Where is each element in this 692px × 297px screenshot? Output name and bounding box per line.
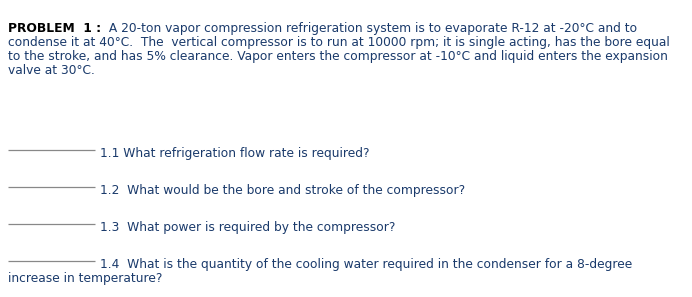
Text: to the stroke, and has 5% clearance. Vapor enters the compressor at -10°C and li: to the stroke, and has 5% clearance. Vap…: [8, 50, 668, 63]
Text: valve at 30°C.: valve at 30°C.: [8, 64, 95, 77]
Text: 1.2  What would be the bore and stroke of the compressor?: 1.2 What would be the bore and stroke of…: [100, 184, 465, 197]
Text: condense it at 40°C.  The  vertical compressor is to run at 10000 rpm; it is sin: condense it at 40°C. The vertical compre…: [8, 36, 670, 49]
Text: A 20-ton vapor compression refrigeration system is to evaporate R-12 at -20°C an: A 20-ton vapor compression refrigeration…: [105, 22, 637, 35]
Text: 1.3  What power is required by the compressor?: 1.3 What power is required by the compre…: [100, 221, 395, 234]
Text: PROBLEM  1 :: PROBLEM 1 :: [8, 22, 105, 35]
Text: increase in temperature?: increase in temperature?: [8, 272, 163, 285]
Text: 1.4  What is the quantity of the cooling water required in the condenser for a 8: 1.4 What is the quantity of the cooling …: [100, 258, 632, 271]
Text: 1.1 What refrigeration flow rate is required?: 1.1 What refrigeration flow rate is requ…: [100, 147, 370, 160]
